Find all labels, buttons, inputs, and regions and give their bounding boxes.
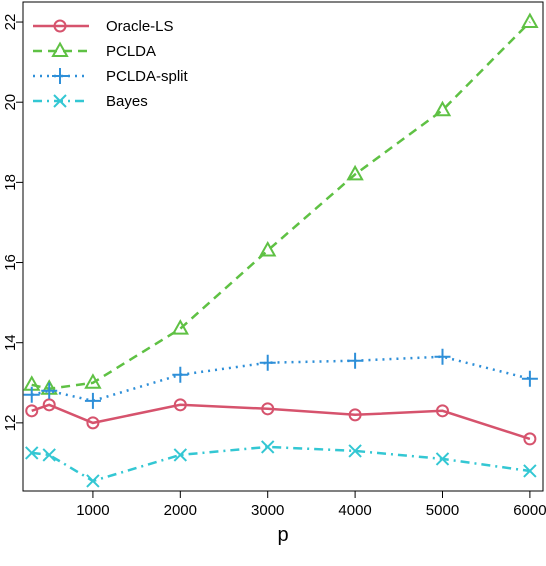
legend-label: Bayes <box>106 93 148 110</box>
legend-marker <box>53 94 67 108</box>
y-tick-label: 18 <box>2 174 19 191</box>
data-point-marker <box>84 373 102 389</box>
data-point-marker <box>86 474 100 488</box>
legend: Oracle-LS PCLDA PCLDA-split Bayes <box>33 18 189 110</box>
data-point-marker <box>25 404 39 418</box>
data-point-marker <box>434 348 451 365</box>
data-point-marker <box>258 240 277 257</box>
legend-entry: PCLDA-split <box>33 68 189 85</box>
series-line <box>31 445 531 483</box>
legend-marker <box>51 41 69 57</box>
legend-label: PCLDA-split <box>106 68 189 85</box>
series-line <box>31 355 531 403</box>
data-point-marker <box>260 440 275 454</box>
data-point-marker <box>42 448 56 462</box>
legend-label: PCLDA <box>106 43 156 60</box>
y-tick-label: 20 <box>2 94 19 111</box>
series-oracle-ls <box>25 398 537 446</box>
x-tick-label: 4000 <box>338 502 371 519</box>
series-bayes <box>25 440 537 488</box>
data-point-marker <box>23 386 40 403</box>
data-point-marker <box>521 12 539 29</box>
data-point-marker <box>173 398 187 412</box>
data-point-marker <box>435 404 449 418</box>
x-axis-title: p <box>277 524 288 546</box>
series-pclda-split <box>23 348 538 409</box>
x-tick-label: 1000 <box>76 502 109 519</box>
series-layer <box>23 12 539 488</box>
data-point-marker <box>259 354 276 371</box>
legend-label: Oracle-LS <box>106 18 174 35</box>
data-point-marker <box>173 448 188 462</box>
plot-frame <box>22 1 544 492</box>
data-point-marker <box>348 444 362 458</box>
data-point-marker <box>171 319 190 335</box>
data-point-marker <box>172 366 189 383</box>
data-point-marker <box>523 464 537 478</box>
data-point-marker <box>86 416 100 430</box>
series-line <box>31 21 531 391</box>
legend-entry: PCLDA <box>33 41 156 60</box>
legend-entry: Bayes <box>33 93 148 110</box>
y-tick-label: 14 <box>2 334 19 351</box>
data-point-marker <box>348 408 362 422</box>
y-tick-label: 22 <box>2 14 19 31</box>
data-point-marker <box>347 352 364 369</box>
legend-marker <box>53 19 67 33</box>
x-tick-label: 5000 <box>426 502 459 519</box>
data-point-marker <box>261 402 275 416</box>
legend-entry: Oracle-LS <box>33 18 174 35</box>
series-line <box>31 403 531 441</box>
y-tick-label: 12 <box>2 415 19 432</box>
data-point-marker <box>433 100 452 117</box>
data-point-marker <box>42 398 56 412</box>
data-point-marker <box>25 446 39 460</box>
data-point-marker <box>523 432 537 446</box>
legend-marker <box>52 68 68 84</box>
y-tick-label: 16 <box>2 254 19 271</box>
data-point-marker <box>435 452 450 466</box>
data-point-marker <box>346 164 364 181</box>
x-tick-label: 2000 <box>164 502 197 519</box>
series-pclda <box>23 12 539 395</box>
data-point-marker <box>41 382 58 399</box>
x-tick-label: 6000 <box>513 502 546 519</box>
data-point-marker <box>521 370 538 387</box>
axis-ticks: 1000 2000 3000 4000 5000 6000 12 14 16 18 20 22 <box>2 14 546 519</box>
data-point-marker <box>84 392 101 409</box>
x-tick-label: 3000 <box>251 502 284 519</box>
